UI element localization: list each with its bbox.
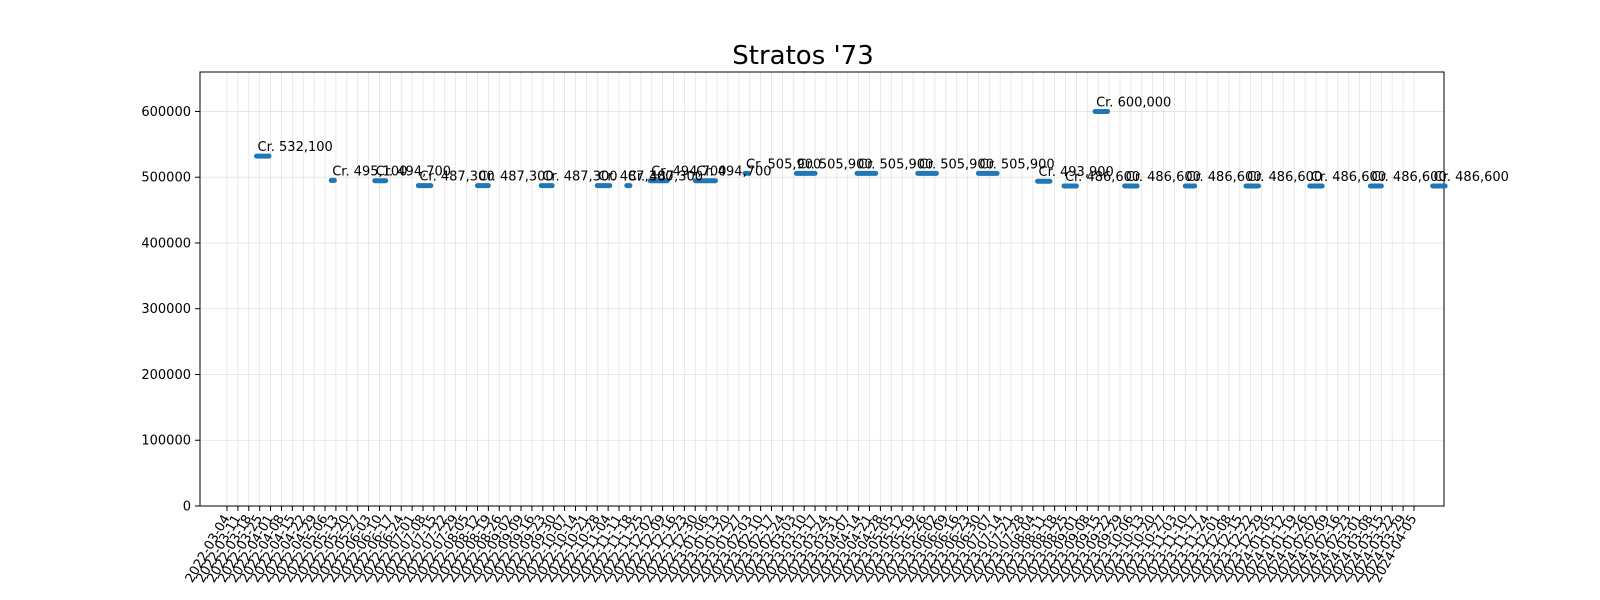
y-tick-label: 600000 (141, 105, 191, 120)
price-label: Cr. 486,600 (1371, 170, 1446, 185)
y-tick-label: 0 (183, 500, 191, 515)
y-tick-label: 200000 (141, 368, 191, 383)
price-label: Cr. 486,600 (1065, 170, 1140, 185)
price-label: Cr. 486,600 (1247, 170, 1322, 185)
grid (200, 72, 1444, 507)
price-label: Cr. 487,300 (598, 170, 673, 185)
price-label: Cr. 486,600 (1126, 170, 1201, 185)
price-label: Cr. 505,900 (746, 157, 821, 172)
price-label: Cr. 494,700 (651, 165, 726, 180)
plot-area-frame (199, 71, 1445, 507)
price-label: Cr. 487,300 (419, 170, 494, 185)
price-label: Cr. 494,700 (696, 165, 771, 180)
y-axis: 0 100000 200000 300000 400000 500000 600000 (141, 105, 200, 515)
price-label: Cr. 487,300 (478, 170, 553, 185)
price-label: Cr. 486,600 (1434, 170, 1509, 185)
price-label: Cr. 486,600 (1311, 170, 1386, 185)
price-label: Cr. 487,300 (628, 170, 703, 185)
y-tick-label: 500000 (141, 171, 191, 186)
y-tick-label: 100000 (141, 434, 191, 449)
y-tick-label: 400000 (141, 236, 191, 251)
price-label: Cr. 487,300 (542, 170, 617, 185)
price-label: Cr. 494,700 (376, 165, 451, 180)
price-label: Cr. 486,600 (1186, 170, 1261, 185)
price-label: Cr. 495,100 (332, 164, 407, 179)
x-axis: 2022-03-042022-03-112022-03-182022-03-25… (183, 506, 1420, 585)
price-label: Cr. 505,900 (797, 157, 872, 172)
price-label: Cr. 505,900 (919, 157, 994, 172)
price-label: Cr. 505,900 (979, 157, 1054, 172)
y-tick-label: 300000 (141, 302, 191, 317)
chart-title: Stratos '73 (732, 41, 873, 71)
price-label: Cr. 532,100 (258, 140, 333, 155)
price-series (254, 108, 1448, 189)
price-label: Cr. 505,900 (858, 157, 933, 172)
price-label: Cr. 493,900 (1039, 165, 1114, 180)
price-label: Cr. 600,000 (1096, 95, 1171, 110)
